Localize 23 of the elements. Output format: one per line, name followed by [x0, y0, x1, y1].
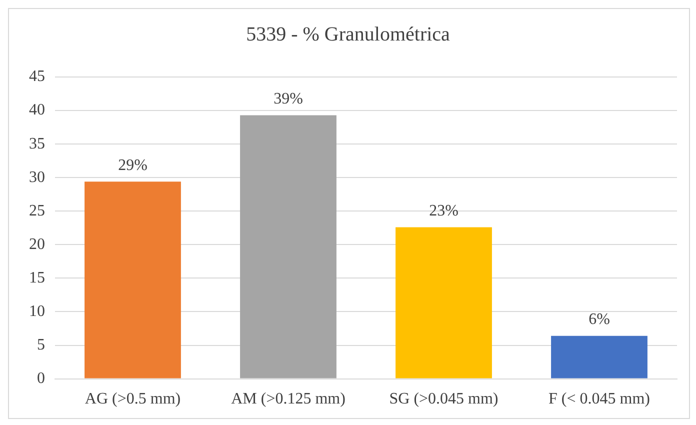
y-tick-label: 10	[29, 302, 45, 320]
data-label: 23%	[429, 202, 458, 220]
data-label: 6%	[588, 311, 610, 328]
y-tick-label: 20	[29, 236, 45, 253]
bar	[240, 115, 336, 378]
y-tick-label: 45	[29, 68, 45, 86]
data-label: 29%	[118, 156, 148, 174]
y-tick-label: 0	[37, 370, 45, 388]
chart-title: 5339 - % Granulométrica	[246, 23, 450, 46]
y-tick-label: 5	[37, 336, 45, 354]
bar	[84, 182, 181, 378]
bar	[551, 336, 648, 378]
y-tick-label: 35	[29, 135, 45, 152]
data-label: 39%	[274, 90, 303, 108]
x-tick-label: F (< 0.045 mm)	[548, 390, 650, 408]
y-tick-label: 15	[29, 269, 45, 286]
x-tick-label: SG (>0.045 mm)	[389, 390, 498, 408]
y-tick-label: 40	[29, 102, 45, 119]
x-tick-label: AG (>0.5 mm)	[84, 390, 181, 408]
y-tick-label: 25	[29, 202, 45, 220]
x-tick-label: AM (>0.125 mm)	[231, 390, 346, 408]
y-tick-label: 30	[29, 168, 45, 186]
bar	[396, 227, 492, 378]
